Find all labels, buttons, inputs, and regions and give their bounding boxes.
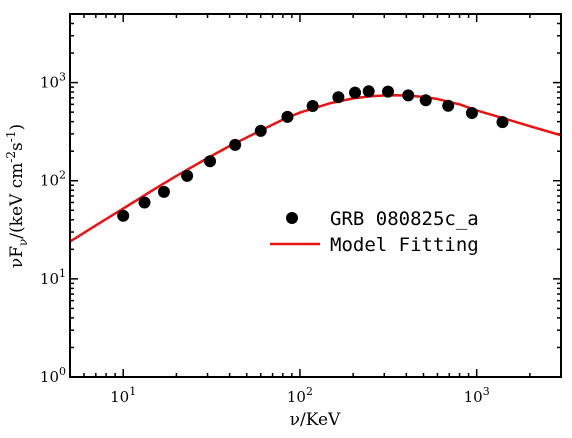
- plot-frame: [69, 13, 562, 378]
- legend-marker-data: [286, 212, 298, 224]
- y-tick-label: 101: [40, 267, 66, 288]
- x-axis-label: ν/KeV: [290, 410, 341, 430]
- model-line-layer: [70, 94, 561, 243]
- x-tick-label: 101: [110, 385, 136, 406]
- y-tick-label: 102: [40, 169, 66, 190]
- y-tick-label: 103: [40, 71, 66, 92]
- tick-labels: 101 102 103 100 101 102 103: [40, 71, 490, 406]
- data-point: [419, 94, 432, 107]
- legend-label-model: Model Fitting: [330, 234, 479, 256]
- data-point: [281, 110, 294, 123]
- data-point: [254, 124, 267, 137]
- y-label-close: ): [7, 124, 27, 131]
- data-points-layer: [117, 85, 509, 222]
- data-point: [442, 99, 455, 112]
- data-point: [465, 107, 478, 119]
- data-point: [117, 209, 130, 222]
- data-point: [138, 196, 151, 209]
- data-point: [332, 91, 345, 104]
- y-label-sup-minus1: -1: [4, 131, 18, 143]
- data-point: [181, 169, 194, 182]
- y-label-sup-minus2: -2: [4, 151, 18, 163]
- y-tick-label: 100: [40, 365, 66, 386]
- x-tick-label: 103: [464, 385, 490, 406]
- data-point: [496, 116, 509, 129]
- y-label-part-s: s: [7, 142, 27, 151]
- data-point: [229, 138, 242, 151]
- y-label-part-units: /(keV cm: [7, 163, 27, 239]
- data-point: [402, 89, 415, 102]
- data-point: [157, 185, 170, 198]
- y-label-part-nu-f: νF: [7, 246, 27, 268]
- data-point: [204, 155, 217, 168]
- x-tick-label: 102: [287, 385, 313, 406]
- y-axis-label: νFν/(keV cm-2s-1): [4, 124, 30, 268]
- data-point: [349, 86, 362, 99]
- legend: GRB 080825c_a Model Fitting: [270, 208, 479, 256]
- svg-text:νFν/(keV cm-2s-1): νFν/(keV cm-2s-1): [4, 124, 30, 268]
- data-point: [382, 85, 395, 98]
- model-fitting-line: [70, 94, 561, 243]
- legend-label-data: GRB 080825c_a: [330, 208, 479, 230]
- data-point: [362, 85, 375, 98]
- y-label-sub-nu: ν: [16, 239, 30, 246]
- data-point: [306, 99, 319, 112]
